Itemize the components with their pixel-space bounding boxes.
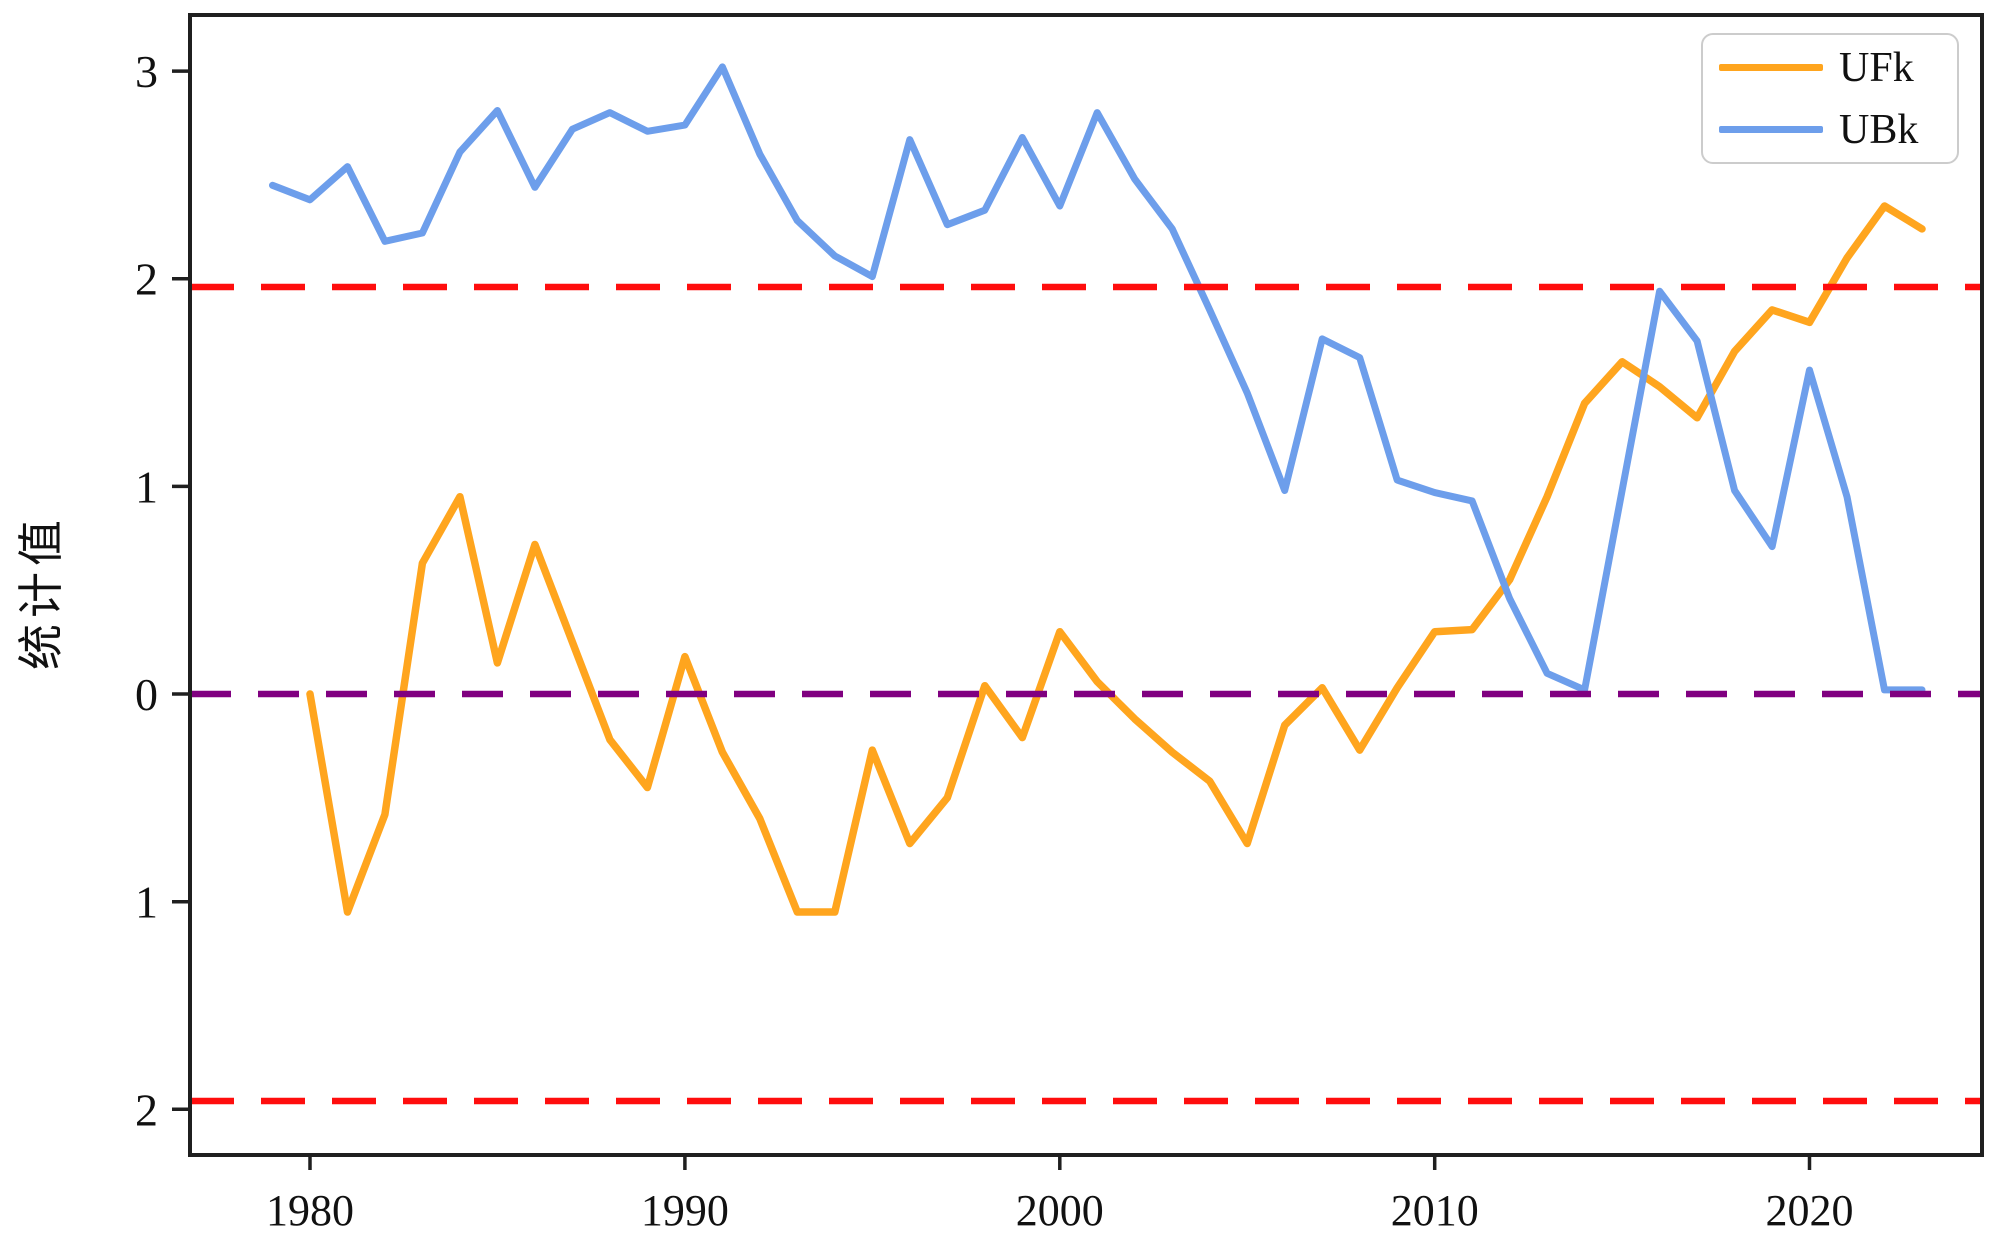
x-tick-label-2010: 2010 — [1391, 1186, 1479, 1235]
y-tick-label--2: 2 — [135, 1084, 158, 1135]
x-tick-label-2020: 2020 — [1766, 1186, 1854, 1235]
y-tick-label-2: 2 — [135, 254, 158, 305]
x-tick-label-1990: 1990 — [641, 1186, 729, 1235]
y-tick-label-3: 3 — [135, 46, 158, 97]
y-tick-label-1: 1 — [135, 461, 158, 512]
legend-label-ubk: UBk — [1839, 106, 1919, 153]
ufk-line-swatch — [1719, 64, 1823, 71]
y-tick-label--1: 1 — [135, 877, 158, 928]
y-axis-title: 统计值 — [16, 514, 67, 670]
series-ubk-line — [269, 63, 1926, 694]
ubk-line-swatch — [1719, 126, 1823, 133]
x-tick-label-1980: 1980 — [266, 1186, 354, 1235]
series-ufk-line — [306, 202, 1926, 916]
legend-item-ufk: UFk — [1719, 44, 1943, 92]
x-tick-label-2000: 2000 — [1016, 1186, 1104, 1235]
plot-border — [188, 13, 1984, 1157]
legend-label-ufk: UFk — [1839, 44, 1914, 91]
y-tick-label-0: 0 — [135, 669, 158, 720]
legend-item-ubk: UBk — [1719, 106, 1943, 154]
legend: UFk UBk — [1701, 33, 1959, 164]
